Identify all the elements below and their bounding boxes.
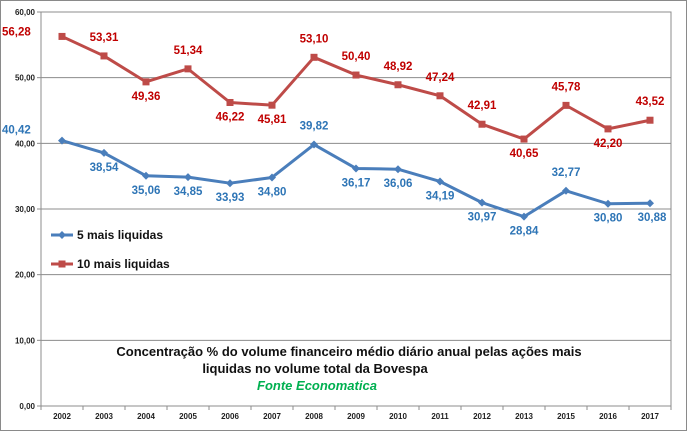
data-label: 42,20 — [594, 138, 623, 150]
data-label: 40,42 — [2, 125, 31, 137]
data-point — [58, 136, 66, 145]
data-label: 40,65 — [510, 148, 539, 160]
data-point — [268, 173, 276, 182]
data-point — [436, 92, 444, 100]
data-point — [604, 199, 612, 208]
data-label: 51,34 — [174, 45, 203, 57]
data-point — [184, 65, 192, 73]
data-label: 36,06 — [384, 178, 413, 190]
legend-marker — [58, 231, 66, 239]
data-point — [352, 164, 360, 173]
data-label: 30,80 — [594, 213, 623, 225]
data-label: 53,10 — [300, 33, 329, 45]
data-point — [646, 199, 654, 208]
data-point — [394, 81, 402, 89]
data-label: 38,54 — [90, 162, 119, 174]
data-point — [100, 148, 108, 157]
x-tick-label: 2002 — [53, 412, 71, 421]
y-tick-label: 10,00 — [15, 336, 36, 345]
data-point — [184, 173, 192, 182]
data-label: 30,97 — [468, 212, 497, 224]
y-tick-label: 30,00 — [15, 205, 36, 214]
x-tick-label: 2011 — [431, 412, 449, 421]
data-label: 50,40 — [342, 51, 371, 63]
legend-label: 5 mais liquidas — [77, 228, 163, 242]
x-tick-label: 2010 — [389, 412, 407, 421]
data-label: 56,28 — [2, 26, 31, 38]
data-label: 33,93 — [216, 192, 245, 204]
x-tick-label: 2013 — [515, 412, 533, 421]
data-label: 53,31 — [90, 32, 119, 44]
data-label: 34,85 — [174, 186, 203, 198]
data-label: 32,77 — [552, 167, 581, 179]
x-tick-label: 2007 — [263, 412, 281, 421]
data-label: 45,81 — [258, 114, 287, 126]
data-point — [268, 101, 276, 109]
data-label: 28,84 — [510, 226, 539, 238]
y-tick-label: 20,00 — [15, 271, 36, 280]
legend-marker — [58, 260, 66, 268]
data-point — [142, 171, 150, 180]
data-point — [352, 71, 360, 79]
data-point — [520, 212, 528, 221]
x-tick-label: 2003 — [95, 412, 113, 421]
x-tick-label: 2005 — [179, 412, 197, 421]
y-tick-label: 0,00 — [19, 402, 35, 411]
chart-caption-line-2: liquidas no volume total da Bovespa — [202, 361, 428, 376]
y-tick-label: 60,00 — [15, 8, 36, 17]
y-tick-label: 40,00 — [15, 139, 36, 148]
data-point — [478, 198, 486, 207]
data-point — [562, 186, 570, 195]
legend-label: 10 mais liquidas — [77, 257, 170, 271]
x-tick-label: 2004 — [137, 412, 155, 421]
chart-source: Fonte Economatica — [257, 378, 377, 393]
data-point — [604, 125, 612, 133]
data-point — [310, 53, 318, 61]
chart-caption-line-1: Concentração % do volume financeiro médi… — [116, 344, 581, 359]
x-tick-label: 2008 — [305, 412, 323, 421]
data-label: 46,22 — [216, 111, 245, 123]
data-label: 34,19 — [426, 190, 455, 202]
data-label: 36,17 — [342, 177, 371, 189]
data-point — [58, 32, 66, 40]
data-point — [394, 165, 402, 174]
x-tick-label: 2006 — [221, 412, 239, 421]
data-point — [142, 78, 150, 86]
data-label: 48,92 — [384, 61, 413, 73]
data-point — [520, 135, 528, 143]
data-label: 30,88 — [638, 212, 667, 224]
data-label: 39,82 — [300, 121, 329, 133]
data-point — [646, 116, 654, 124]
data-point — [226, 179, 234, 188]
data-point — [562, 101, 570, 109]
data-point — [226, 98, 234, 106]
x-tick-label: 2015 — [557, 412, 575, 421]
data-label: 34,80 — [258, 186, 287, 198]
data-point — [436, 177, 444, 186]
data-label: 42,91 — [468, 100, 497, 112]
y-tick-label: 50,00 — [15, 74, 36, 83]
data-point — [310, 140, 318, 149]
data-label: 35,06 — [132, 185, 161, 197]
x-tick-label: 2017 — [641, 412, 659, 421]
data-label: 43,52 — [636, 96, 665, 108]
data-label: 49,36 — [132, 91, 161, 103]
data-label: 45,78 — [552, 81, 581, 93]
x-tick-label: 2009 — [347, 412, 365, 421]
data-point — [478, 120, 486, 128]
data-label: 47,24 — [426, 72, 455, 84]
data-point — [100, 52, 108, 60]
x-tick-label: 2012 — [473, 412, 491, 421]
x-tick-label: 2016 — [599, 412, 617, 421]
